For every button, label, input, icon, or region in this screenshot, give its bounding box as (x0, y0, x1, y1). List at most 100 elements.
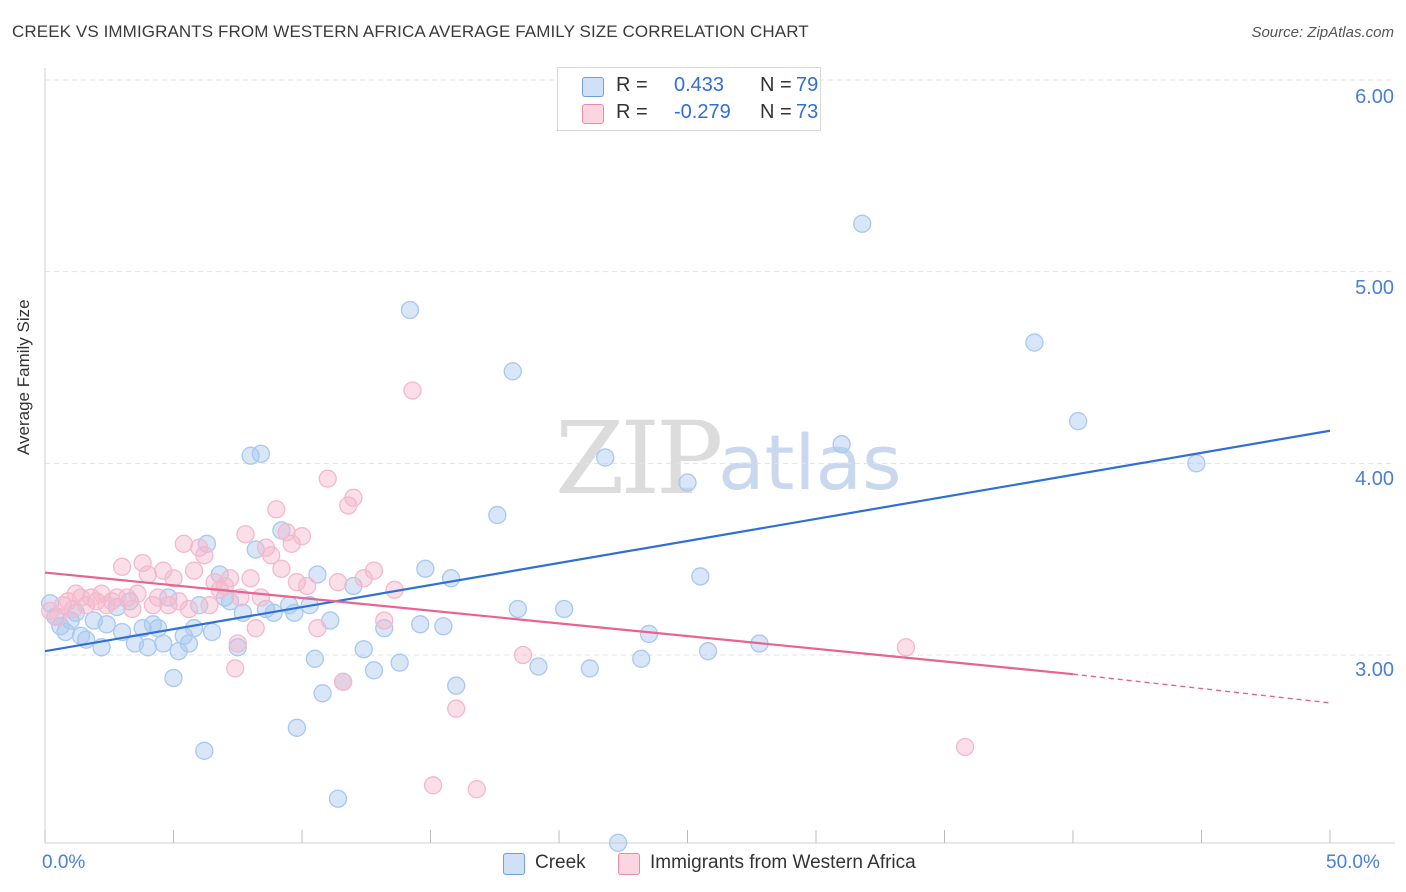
immigrants-point (48, 607, 67, 626)
creek-point (678, 473, 697, 492)
chart-title: CREEK VS IMMIGRANTS FROM WESTERN AFRICA … (12, 22, 809, 41)
watermark-atlas: atlas (718, 418, 902, 507)
legend-n-value: 73 (796, 101, 819, 123)
immigrants-point (179, 599, 199, 619)
immigrants-point (364, 561, 384, 580)
legend-r-value: 0.433 (674, 74, 725, 96)
creek-point (596, 448, 615, 467)
creek-point (632, 649, 651, 668)
creek-point (148, 619, 168, 638)
creek-point (554, 599, 574, 619)
immigrants-point (184, 561, 204, 580)
immigrants-point (228, 634, 247, 653)
y-tick-label: 6.00 (1355, 86, 1394, 108)
immigrants-point (375, 611, 394, 630)
immigrants-point (138, 565, 157, 584)
immigrants-point (267, 500, 286, 519)
creek-point (364, 661, 384, 680)
immigrants-point (262, 546, 281, 565)
creek-point (529, 657, 548, 676)
creek-point (308, 565, 327, 584)
legend-swatch-immigrants (582, 104, 604, 124)
immigrants-point (513, 645, 533, 665)
creek-point (154, 634, 173, 653)
creek-point (416, 559, 435, 578)
series-name-creek: Creek (535, 852, 586, 873)
immigrants-point (241, 569, 260, 588)
creek-point (375, 619, 394, 638)
y-axis-label: Average Family Size (14, 299, 33, 455)
creek-point (164, 668, 183, 688)
immigrants-point (328, 573, 348, 592)
creek-point (97, 615, 116, 634)
creek-point (503, 362, 522, 381)
immigrants-point (107, 588, 127, 607)
creek-point (580, 659, 599, 678)
creek-point (313, 684, 332, 703)
creek-point (1025, 333, 1044, 352)
immigrants-point (220, 569, 240, 588)
immigrants-point (118, 588, 137, 607)
immigrants-point (251, 588, 271, 607)
legend-swatch-creek (582, 77, 604, 97)
creek-point (691, 567, 710, 586)
immigrants-point (174, 534, 193, 553)
immigrants-point (287, 573, 307, 592)
correlation-legend: R = 0.433 N = 79 R = -0.279 N = 73 (557, 67, 821, 131)
creek-point (608, 833, 628, 852)
y-tick-label: 5.00 (1355, 277, 1394, 299)
immigrants-point (246, 619, 265, 638)
immigrants-point (955, 737, 975, 757)
immigrants-trend-line (44, 571, 1074, 676)
immigrants-point (423, 776, 443, 795)
immigrants-point (297, 576, 317, 596)
immigrants-point (226, 659, 245, 678)
creek-point (287, 718, 307, 737)
creek-point (508, 599, 528, 619)
y-tick-label: 3.00 (1355, 659, 1394, 681)
creek-point (190, 596, 209, 615)
creek-point (133, 619, 152, 638)
creek-point (251, 444, 271, 463)
immigrants-point (164, 569, 183, 588)
creek-point (179, 634, 199, 653)
creek-point (138, 638, 157, 657)
immigrants-point (123, 599, 142, 619)
creek-point (698, 642, 718, 661)
immigrants-point (333, 672, 353, 691)
immigrants-trend-line-extension (1072, 673, 1331, 704)
creek-point (305, 649, 325, 668)
legend-r-label: R = (616, 101, 648, 123)
immigrants-point (403, 381, 422, 400)
immigrants-point (200, 596, 219, 615)
creek-point (411, 615, 430, 634)
creek-point (488, 505, 507, 525)
creek-point (853, 214, 872, 233)
creek-point (400, 300, 420, 320)
legend-r-label: R = (616, 74, 648, 96)
creek-point (1187, 454, 1206, 473)
immigrants-point (159, 596, 178, 615)
creek-point (390, 653, 409, 672)
creek-point (832, 435, 851, 454)
immigrants-point (318, 469, 337, 488)
creek-point (447, 676, 466, 695)
immigrants-point (292, 527, 312, 546)
series-swatch-creek (503, 853, 525, 875)
immigrants-point (128, 584, 147, 603)
immigrants-point (896, 638, 916, 657)
creek-point (195, 741, 214, 760)
creek-trend-line (44, 429, 1331, 653)
creek-point (441, 569, 461, 588)
legend-n-value: 79 (796, 74, 819, 96)
x-tick-label: 0.0% (42, 852, 86, 873)
creek-point (1068, 412, 1088, 431)
series-swatch-immigrants (618, 853, 640, 875)
creek-point (354, 640, 373, 659)
immigrants-point (195, 546, 214, 565)
immigrants-point (133, 553, 152, 573)
creek-point (202, 622, 222, 642)
watermark-zip: ZIP (555, 400, 723, 517)
immigrants-point (236, 525, 255, 544)
series-name-immigrants: Immigrants from Western Africa (650, 852, 916, 873)
